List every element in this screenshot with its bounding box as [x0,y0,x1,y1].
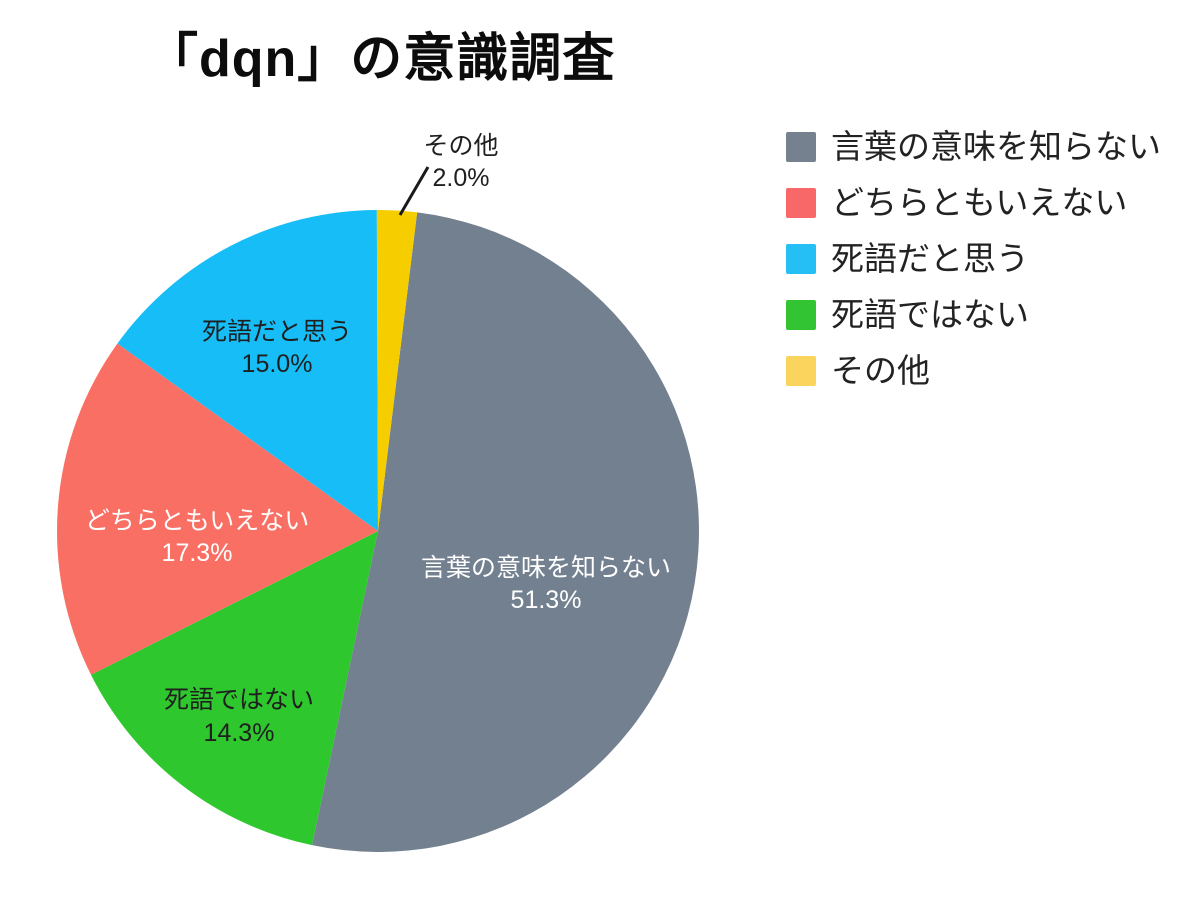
pie-slice-4 [376,209,418,531]
legend-swatch-2 [786,244,816,274]
slice-pct-label-3: 14.3% [204,719,275,747]
slice-label-4: その他 [423,132,498,160]
slice-label-0: 言葉の意味を知らない [421,554,671,582]
legend-label-2: 死語だと思う [831,240,1029,277]
legend-label-3: 死語ではない [831,296,1029,333]
legend-swatch-0 [786,132,816,162]
slice-pct-label-4: 2.0% [433,164,490,192]
legend-swatch-4 [786,356,816,386]
pie-slice-3 [90,531,379,846]
slice-pct-label-1: 17.3% [162,539,233,567]
legend-swatch-1 [786,188,816,218]
legend-swatch-3 [786,300,816,330]
slice-label-3: 死語ではない [164,686,314,714]
legend-item-4: その他 [786,352,1161,389]
chart-title: 「dqn」の意識調査 [146,30,616,88]
slice-pct-label-2: 15.0% [242,350,313,378]
slice-label-1: どちらともいえない [85,507,310,535]
pie-slice-1 [57,343,378,675]
legend-label-0: 言葉の意味を知らない [831,128,1161,165]
legend: 言葉の意味を知らない どちらともいえない 死語だと思う 死語ではない その他 [786,128,1161,389]
legend-item-1: どちらともいえない [786,184,1161,221]
legend-item-0: 言葉の意味を知らない [786,128,1161,165]
pie-slice-0 [312,212,699,852]
legend-item-2: 死語だと思う [786,240,1161,277]
slice-pct-label-0: 51.3% [511,586,582,614]
pie-slice-2 [117,210,378,531]
legend-label-1: どちらともいえない [831,184,1128,221]
legend-label-4: その他 [831,352,930,389]
leader-line [398,166,430,216]
legend-item-3: 死語ではない [786,296,1161,333]
slice-label-2: 死語だと思う [202,318,352,346]
